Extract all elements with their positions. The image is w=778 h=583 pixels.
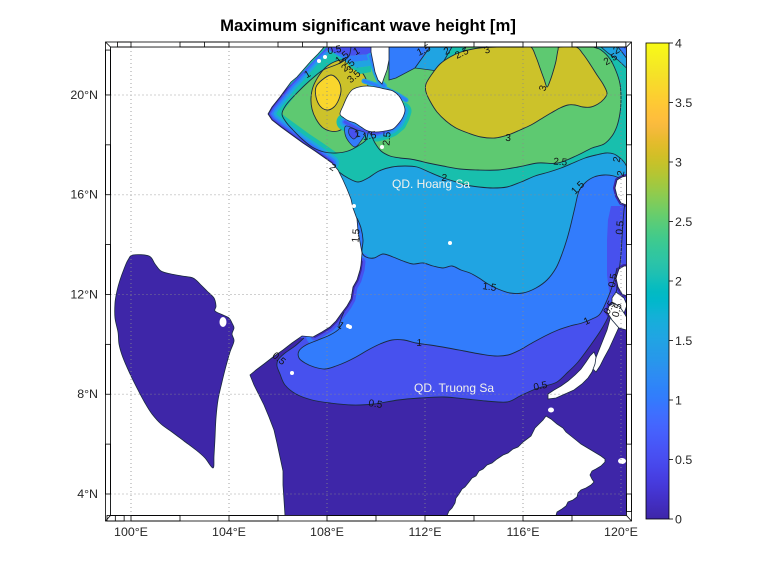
svg-text:1.5: 1.5: [482, 281, 498, 294]
svg-text:1.5: 1.5: [362, 130, 378, 143]
svg-text:QD. Truong Sa: QD. Truong Sa: [414, 381, 494, 395]
svg-text:QD. Hoang Sa: QD. Hoang Sa: [392, 177, 470, 191]
svg-text:1: 1: [353, 128, 362, 140]
svg-text:4: 4: [675, 37, 682, 51]
svg-text:2: 2: [616, 169, 628, 177]
svg-text:16°N: 16°N: [70, 188, 98, 202]
svg-text:20°N: 20°N: [70, 88, 98, 102]
svg-text:2: 2: [675, 275, 682, 289]
svg-text:1: 1: [303, 68, 314, 81]
svg-text:0.5: 0.5: [610, 302, 624, 319]
svg-text:2.5: 2.5: [553, 157, 568, 169]
svg-text:2.5: 2.5: [453, 46, 471, 62]
svg-text:2: 2: [612, 44, 623, 57]
svg-text:1.5: 1.5: [350, 228, 362, 243]
svg-text:0: 0: [675, 513, 682, 527]
svg-text:104°E: 104°E: [212, 525, 246, 539]
svg-text:3: 3: [505, 133, 511, 144]
svg-text:116°E: 116°E: [507, 525, 540, 539]
svg-text:1: 1: [416, 338, 423, 349]
svg-text:12°N: 12°N: [70, 287, 98, 301]
svg-text:120°E: 120°E: [604, 525, 638, 539]
svg-text:2: 2: [612, 155, 624, 163]
svg-text:2.5: 2.5: [381, 131, 393, 146]
svg-text:Maximum significant wave heigh: Maximum significant wave height [m]: [220, 16, 516, 35]
svg-text:3.5: 3.5: [675, 96, 692, 110]
svg-text:3: 3: [675, 156, 682, 170]
svg-text:2: 2: [441, 173, 448, 184]
svg-text:2: 2: [442, 45, 452, 58]
svg-text:3: 3: [483, 44, 492, 56]
svg-text:3: 3: [538, 84, 550, 93]
svg-text:2: 2: [327, 162, 338, 174]
svg-text:108°E: 108°E: [310, 525, 344, 539]
svg-text:4°N: 4°N: [77, 487, 98, 501]
svg-text:3: 3: [345, 64, 357, 76]
svg-text:0.5: 0.5: [533, 380, 549, 394]
svg-text:1: 1: [352, 45, 363, 58]
svg-text:1: 1: [675, 394, 682, 408]
svg-text:8°N: 8°N: [77, 387, 98, 401]
svg-text:100°E: 100°E: [114, 525, 148, 539]
svg-text:0.5: 0.5: [614, 220, 626, 235]
svg-text:0.5: 0.5: [368, 398, 384, 411]
svg-text:1.5: 1.5: [415, 43, 433, 59]
svg-text:112°E: 112°E: [409, 525, 442, 539]
svg-text:2.5: 2.5: [675, 215, 692, 229]
svg-text:0.5: 0.5: [327, 44, 343, 57]
svg-text:0.5: 0.5: [675, 453, 692, 467]
svg-text:1: 1: [335, 320, 346, 332]
svg-text:1.5: 1.5: [675, 334, 692, 348]
svg-text:0.5: 0.5: [607, 272, 620, 288]
svg-text:2: 2: [340, 56, 352, 68]
svg-text:1: 1: [582, 315, 592, 328]
